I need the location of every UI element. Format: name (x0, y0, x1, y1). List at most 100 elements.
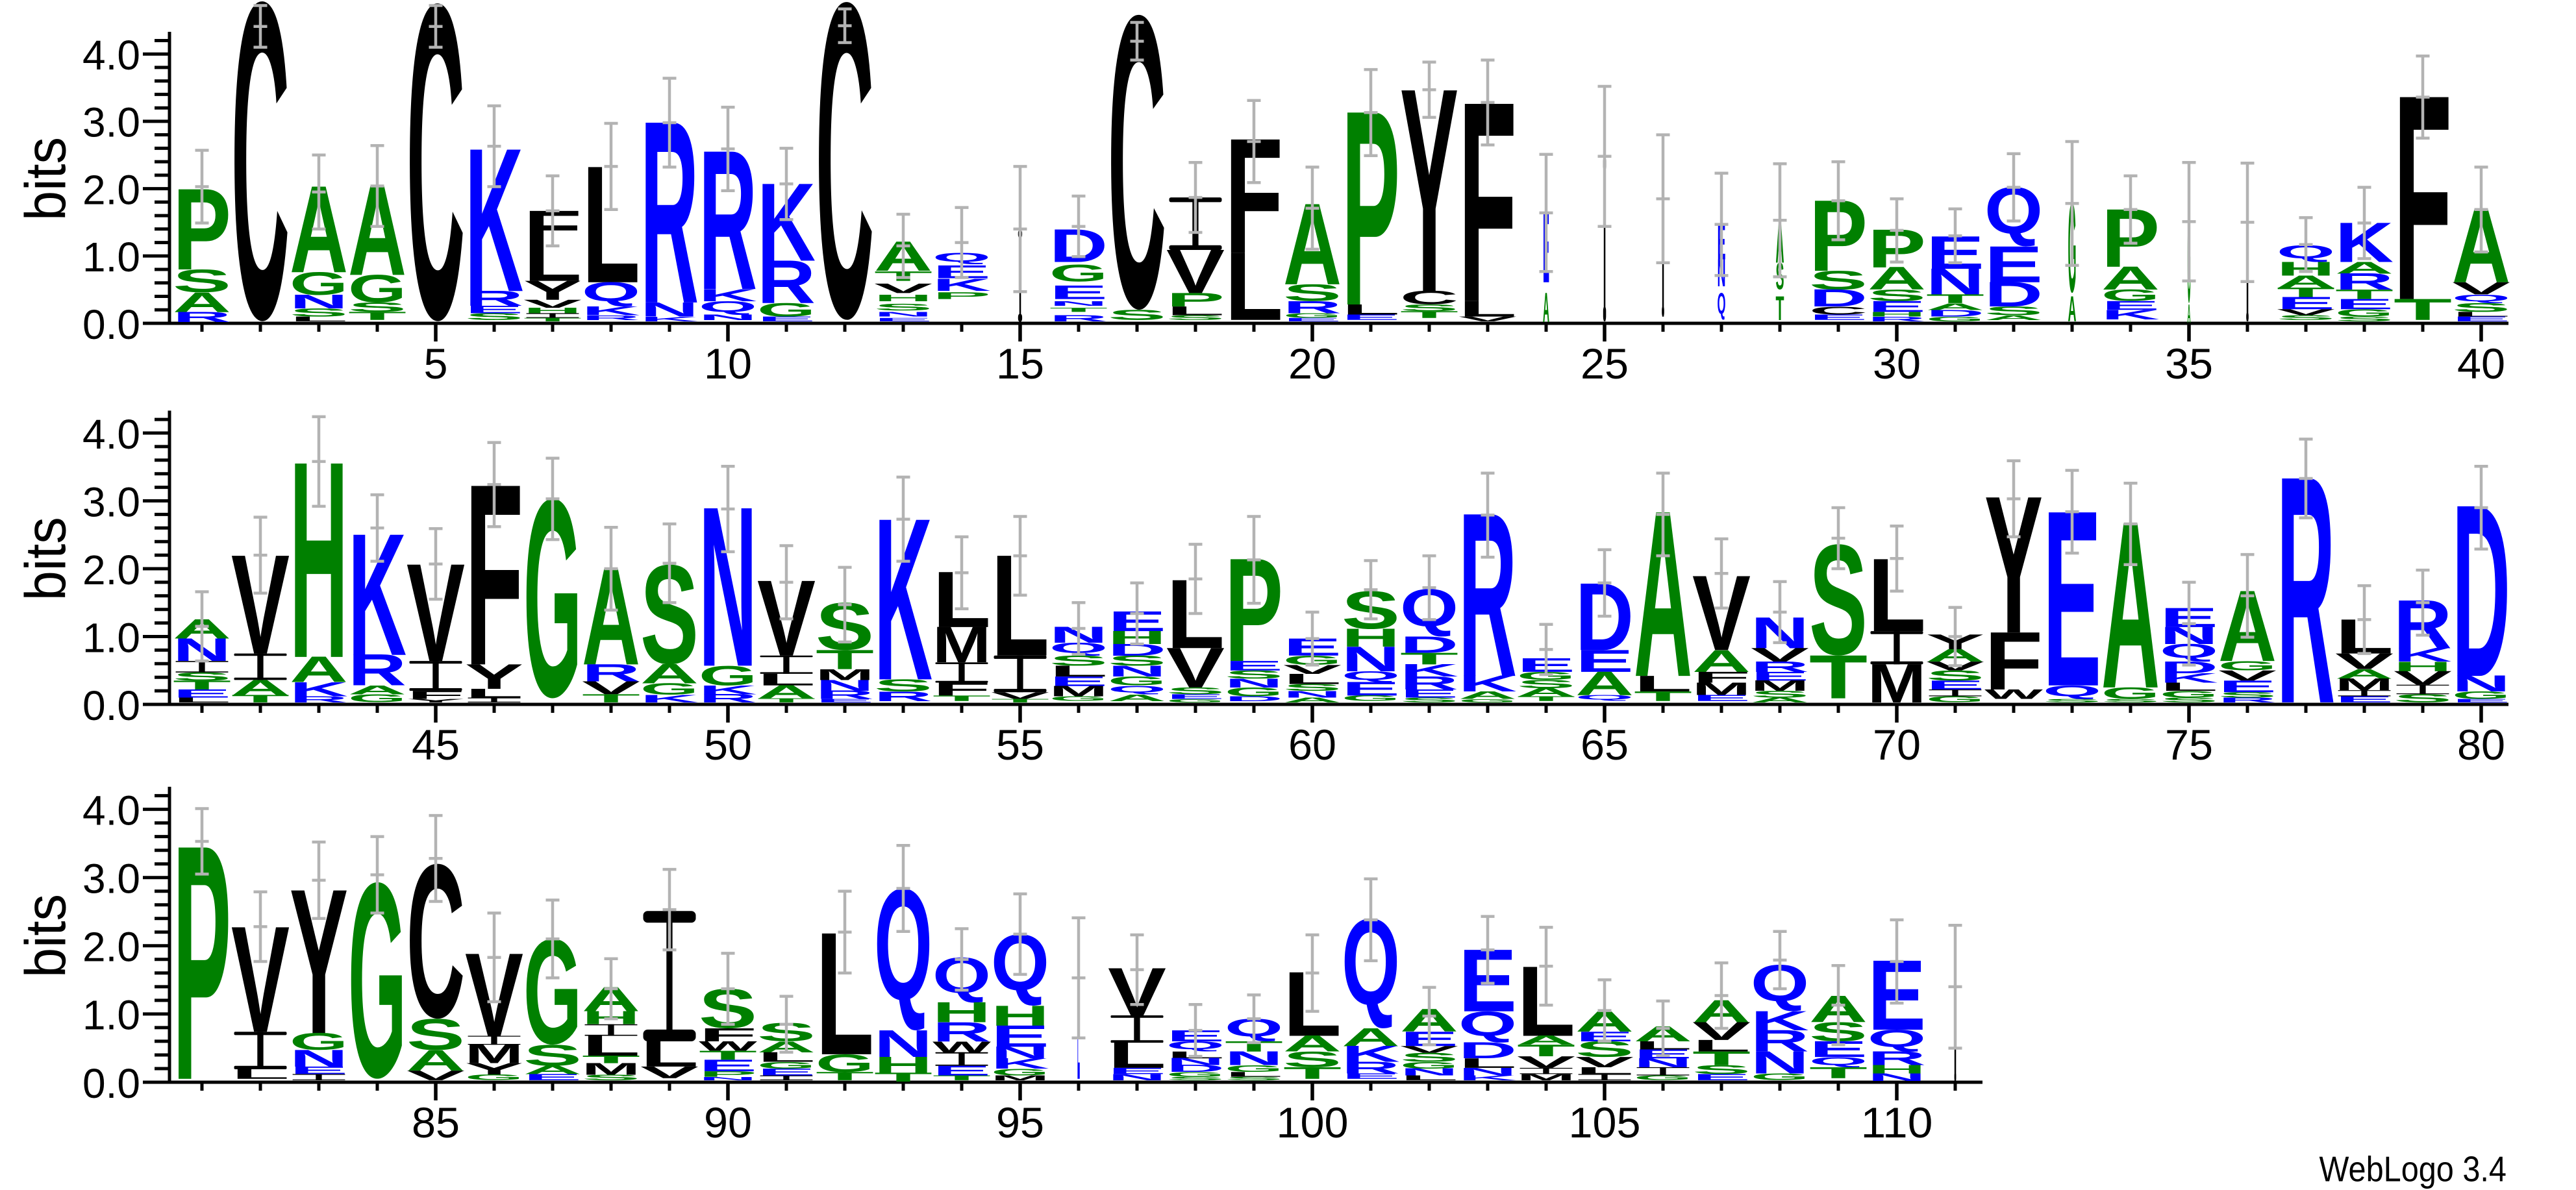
svg-text:S: S (465, 312, 523, 322)
svg-text:T: T (991, 698, 1049, 703)
svg-text:L: L (1166, 304, 1225, 318)
svg-text:S: S (2043, 698, 2101, 703)
svg-text:F: F (406, 688, 465, 701)
svg-text:S: S (1984, 304, 2043, 317)
svg-text:V: V (1166, 636, 1225, 700)
svg-text:S: S (173, 263, 231, 299)
svg-text:100: 100 (1277, 1098, 1349, 1147)
svg-text:C: C (1809, 304, 1868, 317)
svg-text:K: K (290, 678, 348, 700)
svg-text:G: G (2218, 658, 2277, 673)
svg-text:Q: Q (1108, 684, 1166, 695)
svg-text:V: V (582, 677, 640, 698)
svg-text:S: S (2218, 691, 2277, 699)
svg-text:Q: Q (2043, 682, 2101, 699)
svg-text:E: E (991, 1019, 1049, 1054)
svg-text:E: E (1342, 678, 1400, 700)
svg-text:Y: Y (406, 698, 465, 703)
svg-text:T: T (1634, 689, 1692, 704)
svg-text:E: E (2218, 677, 2277, 696)
svg-text:V: V (2277, 307, 2335, 317)
svg-text:G: G (2335, 307, 2394, 319)
svg-text:E: E (874, 317, 932, 322)
svg-text:L: L (757, 671, 816, 689)
svg-text:0.0: 0.0 (82, 682, 140, 729)
svg-text:A: A (1283, 1031, 1342, 1056)
svg-text:E: E (1283, 317, 1342, 322)
svg-text:20: 20 (1288, 340, 1336, 388)
svg-text:N: N (1225, 676, 1283, 690)
svg-text:S: S (2101, 698, 2160, 703)
svg-text:L: L (465, 686, 523, 700)
svg-text:K: K (2101, 307, 2160, 323)
svg-text:R: R (699, 691, 757, 704)
svg-text:R: R (932, 1016, 991, 1047)
svg-text:F: F (1984, 615, 2043, 708)
svg-text:110: 110 (1861, 1098, 1933, 1147)
svg-text:S: S (348, 300, 406, 315)
svg-text:E: E (1926, 678, 1984, 692)
svg-text:Q: Q (1458, 1004, 1517, 1043)
svg-text:T: T (582, 1054, 640, 1066)
svg-text:S: S (2335, 316, 2394, 323)
svg-text:N: N (1400, 1067, 1458, 1078)
svg-text:G: G (348, 267, 406, 310)
svg-text:80: 80 (2457, 721, 2505, 769)
svg-text:4.0: 4.0 (82, 787, 140, 834)
svg-text:H: H (874, 1052, 932, 1078)
svg-text:S: S (290, 306, 348, 319)
svg-text:T: T (1400, 309, 1458, 320)
svg-text:S: S (173, 670, 231, 683)
svg-text:S: S (1283, 279, 1342, 306)
svg-text:Y: Y (465, 657, 523, 697)
svg-text:T: T (1926, 291, 1984, 306)
svg-text:G: G (640, 680, 699, 698)
svg-text:A: A (1517, 1033, 1575, 1047)
svg-text:L: L (1342, 301, 1400, 317)
svg-text:2.0: 2.0 (82, 547, 140, 593)
svg-text:65: 65 (1581, 721, 1629, 769)
svg-text:L: L (173, 696, 231, 704)
svg-text:2.0: 2.0 (82, 166, 140, 213)
svg-text:R: R (816, 688, 874, 701)
svg-text:bits: bits (14, 137, 78, 221)
svg-text:0.0: 0.0 (82, 301, 140, 348)
svg-text:N: N (1049, 299, 1108, 307)
svg-text:Q: Q (582, 277, 640, 307)
svg-text:K: K (699, 682, 757, 697)
svg-text:N: N (1225, 1047, 1283, 1069)
svg-text:S: S (1108, 307, 1166, 323)
svg-text:35: 35 (2165, 340, 2213, 388)
svg-text:T: T (231, 693, 290, 705)
svg-text:T: T (1517, 695, 1575, 702)
svg-text:E: E (523, 1072, 582, 1082)
svg-text:A: A (1692, 643, 1751, 678)
svg-text:3.0: 3.0 (82, 478, 140, 525)
svg-text:E: E (1809, 313, 1868, 321)
svg-text:G: G (465, 1073, 523, 1082)
svg-text:S: S (2277, 314, 2335, 321)
svg-text:E: E (932, 1063, 991, 1078)
svg-text:15: 15 (996, 340, 1044, 388)
svg-text:N: N (1342, 639, 1400, 679)
svg-text:G: G (1926, 316, 1984, 323)
svg-text:M: M (582, 1060, 640, 1078)
svg-text:Y: Y (465, 1060, 523, 1078)
svg-text:C: C (816, 0, 874, 411)
svg-text:E: E (1049, 282, 1108, 304)
svg-text:H: H (932, 996, 991, 1028)
svg-text:R: R (1751, 658, 1809, 675)
svg-text:V: V (2218, 667, 2277, 684)
svg-text:N: N (699, 1076, 757, 1082)
svg-text:H: H (1868, 310, 1926, 318)
svg-text:K: K (1342, 1041, 1400, 1067)
svg-text:P: P (699, 1070, 757, 1079)
svg-text:S: S (1166, 314, 1225, 321)
svg-text:E: E (1575, 643, 1634, 678)
svg-text:3.0: 3.0 (82, 99, 140, 146)
svg-text:G: G (2101, 684, 2160, 702)
svg-text:R: R (1868, 315, 1926, 323)
svg-text:R: R (1751, 1024, 1809, 1058)
svg-text:K: K (699, 285, 757, 304)
svg-text:A: A (1575, 665, 1634, 702)
